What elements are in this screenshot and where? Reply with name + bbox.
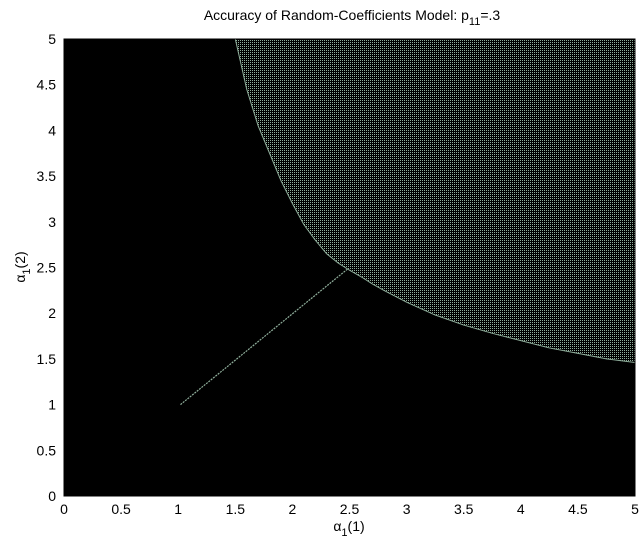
x-tick-label: 4 [517,501,525,517]
chart-title: Accuracy of Random-Coefficients Model: p… [204,7,501,28]
x-axis: 0 0.5 1 1.5 2 2.5 3 3.5 4 4.5 5 [60,491,639,517]
region-boundary-curve [234,38,636,364]
x-tick-label: 5 [631,501,639,517]
y-tick-label: 4 [48,122,56,138]
x-tick-label: 3.5 [454,501,474,517]
x-tick-label: 2 [289,501,297,517]
y-tick-label: 1.5 [37,351,57,367]
y-tick-label: 1 [48,397,56,413]
y-axis: 0 0.5 1 1.5 2 2.5 3 3.5 4 4.5 5 [37,31,69,504]
y-tick-label: 0 [48,488,56,504]
x-tick-label: 0 [60,501,68,517]
y-tick-label: 5 [48,31,56,47]
x-tick-label: 1.5 [226,501,246,517]
y-tick-label: 2 [48,305,56,321]
x-tick-label: 4.5 [568,501,588,517]
x-axis-label: α1(1) [333,518,364,539]
x-tick-label: 1 [174,501,182,517]
y-tick-label: 2.5 [37,260,57,276]
x-tick-label: 0.5 [111,501,131,517]
y-tick-label: 3.5 [37,168,57,184]
accuracy-region [235,39,636,363]
y-tick-label: 0.5 [37,442,57,458]
y-tick-label: 3 [48,214,56,230]
x-tick-label: 2.5 [340,501,360,517]
diagonal-line [180,268,348,406]
y-axis-label: α1(2) [12,251,33,282]
y-tick-label: 4.5 [37,77,57,93]
x-tick-label: 3 [403,501,411,517]
